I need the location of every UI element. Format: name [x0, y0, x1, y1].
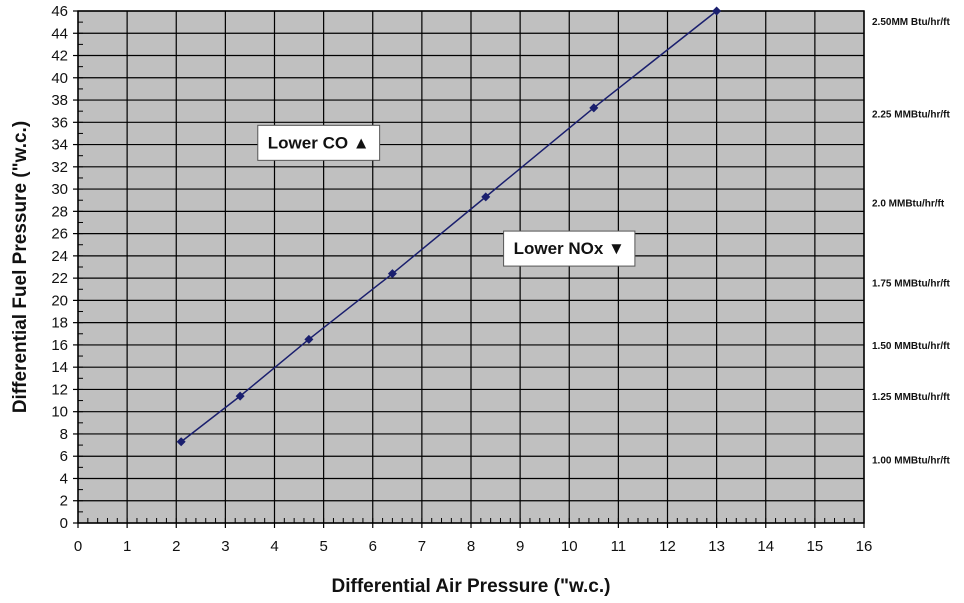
right-axis-label: 2.0 MMBtu/hr/ft: [872, 198, 945, 209]
data-point: [176, 437, 186, 447]
plot-border: [77, 10, 865, 524]
x-tick-label: 11: [611, 538, 627, 555]
series-layer: [176, 6, 722, 447]
data-point: [712, 6, 722, 16]
y-tick-label: 20: [51, 292, 68, 309]
right-axis-label: 1.50 MMBtu/hr/ft: [872, 341, 950, 352]
data-point: [235, 391, 245, 401]
data-point: [387, 269, 397, 279]
annotation-background: [257, 124, 381, 161]
y-tick-label: 4: [60, 470, 68, 487]
x-tick-label: 3: [221, 538, 229, 555]
y-tick-label: 26: [51, 226, 68, 243]
right-axis-label: 2.25 MMBtu/hr/ft: [872, 109, 950, 120]
y-tick-label: 12: [51, 381, 68, 398]
y-tick-label: 36: [51, 114, 68, 131]
y-tick-label: 24: [51, 248, 68, 265]
annotation-layer: Lower CO ▲ Lower NOx ▼: [257, 124, 636, 267]
x-tick-label: 13: [708, 538, 725, 555]
y-tick-label: 18: [51, 315, 68, 332]
y-tick-label: 34: [51, 137, 68, 154]
y-tick-label: 14: [51, 359, 68, 376]
x-tick-label: 16: [856, 538, 873, 555]
x-tick-label: 0: [74, 538, 82, 555]
x-tick-label: 7: [418, 538, 426, 555]
x-tick-label: 5: [319, 538, 327, 555]
y-tick-label: 6: [60, 448, 68, 465]
annotation-label: Lower NOx ▼: [514, 239, 625, 258]
y-axis-ticks: 0246810121416182022242628303234363840424…: [51, 3, 68, 532]
x-tick-label: 2: [172, 538, 180, 555]
y-tick-label: 46: [51, 3, 68, 20]
annotation-box: Lower NOx ▼: [503, 230, 636, 267]
major-grid: [73, 10, 865, 528]
y-tick-label: 2: [60, 493, 68, 510]
x-tick-label: 4: [270, 538, 278, 555]
y-tick-label: 0: [60, 515, 68, 532]
data-point: [304, 334, 314, 344]
y-tick-label: 28: [51, 203, 68, 220]
x-axis-title: Differential Air Pressure ("w.c.): [332, 576, 611, 597]
annotation-background: [503, 230, 636, 267]
x-tick-label: 1: [123, 538, 131, 555]
y-tick-label: 44: [51, 25, 68, 42]
right-axis-label: 1.25 MMBtu/hr/ft: [872, 392, 950, 403]
right-labels: 2.50MM Btu/hr/ft 2.25 MMBtu/hr/ft 2.0 MMBt…: [872, 17, 950, 467]
y-tick-label: 8: [60, 426, 68, 443]
right-axis-label: 1.00 MMBtu/hr/ft: [872, 456, 950, 467]
y-tick-label: 16: [51, 337, 68, 354]
right-axis-label: 2.50MM Btu/hr/ft: [872, 17, 950, 28]
x-axis-ticks: 0 1 2 3 4 5 6 7 8 9 10 11 12 13 14 15 16: [74, 538, 873, 555]
right-axis-label: 1.75 MMBtu/hr/ft: [872, 279, 950, 290]
y-tick-label: 22: [51, 270, 68, 287]
data-point: [589, 103, 599, 113]
annotation-box: Lower CO ▲: [257, 124, 381, 161]
y-tick-label: 10: [51, 404, 68, 421]
x-tick-label: 15: [807, 538, 824, 555]
y-tick-label: 38: [51, 92, 68, 109]
y-tick-label: 32: [51, 159, 68, 176]
annotation-label: Lower CO ▲: [268, 133, 370, 152]
y-axis-title: Differential Fuel Pressure ("w.c.): [10, 121, 31, 413]
x-tick-label: 8: [467, 538, 475, 555]
data-point: [481, 192, 491, 202]
y-tick-label: 30: [51, 181, 68, 198]
x-tick-label: 10: [561, 538, 578, 555]
y-tick-label: 40: [51, 70, 68, 87]
x-tick-label: 12: [659, 538, 676, 555]
x-tick-label: 9: [516, 538, 524, 555]
x-tick-label: 6: [369, 538, 377, 555]
x-tick-label: 14: [757, 538, 774, 555]
y-tick-label: 42: [51, 48, 68, 65]
